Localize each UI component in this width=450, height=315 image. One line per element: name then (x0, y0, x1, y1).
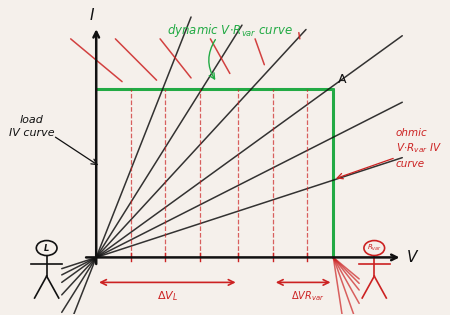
Text: ohmic
V$\cdot$R$_{var}$ IV
curve: ohmic V$\cdot$R$_{var}$ IV curve (396, 128, 441, 169)
Text: $\Delta V_L$: $\Delta V_L$ (157, 289, 178, 303)
Text: dynamic V$\cdot$R$_{var}$ curve: dynamic V$\cdot$R$_{var}$ curve (167, 22, 293, 39)
Text: A: A (338, 73, 346, 86)
Text: load
IV curve: load IV curve (9, 115, 54, 138)
Text: $\Delta VR_{var}$: $\Delta VR_{var}$ (291, 289, 324, 303)
Text: L: L (44, 243, 50, 253)
Text: I: I (90, 8, 94, 23)
Text: $R_{var}$: $R_{var}$ (367, 243, 382, 253)
Text: V: V (407, 250, 417, 265)
